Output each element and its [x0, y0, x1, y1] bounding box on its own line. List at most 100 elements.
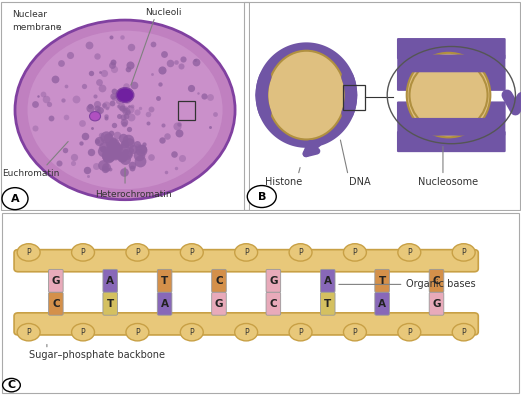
Text: T: T — [161, 276, 168, 286]
Text: T: T — [107, 299, 114, 309]
Point — [159, 122, 168, 128]
Circle shape — [90, 111, 101, 121]
Point — [91, 163, 100, 169]
FancyBboxPatch shape — [157, 269, 172, 292]
Text: Nuclear: Nuclear — [13, 10, 47, 19]
Text: G: G — [52, 276, 60, 286]
Point — [134, 144, 142, 150]
Point — [128, 146, 137, 152]
FancyBboxPatch shape — [48, 292, 63, 315]
Point — [92, 101, 101, 107]
Circle shape — [2, 188, 28, 210]
Bar — [178, 102, 195, 120]
Point — [105, 166, 114, 172]
Text: C: C — [215, 276, 223, 286]
Point — [133, 109, 142, 115]
FancyBboxPatch shape — [397, 38, 506, 59]
Point — [120, 120, 128, 127]
FancyBboxPatch shape — [14, 313, 478, 335]
Point — [102, 102, 110, 108]
Point — [147, 154, 156, 161]
FancyBboxPatch shape — [212, 292, 226, 315]
FancyBboxPatch shape — [397, 102, 506, 122]
Point — [119, 169, 128, 175]
Point — [102, 115, 110, 121]
Point — [122, 97, 131, 103]
Point — [97, 132, 106, 138]
Circle shape — [3, 378, 20, 392]
FancyBboxPatch shape — [429, 269, 444, 292]
Point — [110, 152, 118, 158]
Point — [104, 154, 112, 161]
Circle shape — [71, 244, 94, 261]
Point — [80, 83, 88, 89]
Text: P: P — [462, 328, 466, 337]
Point — [123, 109, 132, 115]
Point — [91, 93, 100, 100]
Point — [127, 43, 135, 50]
FancyBboxPatch shape — [397, 70, 506, 91]
Point — [121, 149, 129, 155]
Point — [95, 79, 103, 86]
Ellipse shape — [15, 20, 235, 200]
Point — [135, 152, 143, 158]
Point — [109, 122, 118, 129]
Point — [191, 57, 199, 63]
Point — [84, 173, 92, 179]
Point — [107, 100, 116, 107]
Bar — [343, 85, 365, 110]
Text: Organic bases: Organic bases — [339, 279, 476, 290]
Point — [123, 66, 132, 72]
Point — [117, 154, 126, 161]
Point — [113, 152, 121, 158]
Text: C: C — [52, 299, 60, 309]
Point — [166, 59, 175, 66]
Point — [102, 164, 110, 170]
Point — [119, 113, 127, 120]
FancyBboxPatch shape — [375, 292, 389, 315]
Point — [156, 81, 165, 87]
Point — [127, 114, 135, 120]
Point — [125, 103, 133, 109]
Point — [115, 113, 123, 119]
Point — [121, 83, 130, 90]
Text: P: P — [81, 328, 85, 337]
Point — [125, 126, 133, 132]
Point — [107, 34, 115, 40]
Text: P: P — [81, 248, 85, 257]
Point — [123, 137, 132, 143]
FancyBboxPatch shape — [103, 269, 118, 292]
Point — [94, 109, 102, 115]
Point — [104, 152, 113, 159]
Point — [140, 141, 148, 147]
Point — [144, 111, 152, 117]
Point — [137, 147, 145, 154]
FancyBboxPatch shape — [157, 292, 172, 315]
Point — [100, 144, 108, 150]
Text: P: P — [27, 328, 31, 337]
Point — [205, 124, 214, 130]
Point — [148, 41, 157, 48]
Point — [120, 145, 128, 152]
Text: A: A — [324, 276, 332, 286]
FancyBboxPatch shape — [266, 292, 281, 315]
Text: C: C — [269, 299, 277, 309]
Point — [102, 134, 110, 141]
Text: P: P — [244, 248, 249, 257]
Point — [109, 58, 117, 65]
Point — [81, 133, 89, 139]
Point — [114, 145, 122, 151]
Point — [113, 145, 121, 152]
Point — [110, 95, 118, 102]
Point — [175, 130, 183, 136]
Point — [108, 149, 116, 155]
Point — [92, 53, 101, 59]
Point — [100, 70, 108, 76]
Text: P: P — [135, 248, 140, 257]
Point — [123, 150, 132, 157]
Text: Heterochromatin: Heterochromatin — [95, 190, 171, 199]
Point — [117, 154, 126, 160]
Point — [100, 162, 108, 168]
Point — [128, 102, 136, 109]
Point — [205, 94, 214, 100]
